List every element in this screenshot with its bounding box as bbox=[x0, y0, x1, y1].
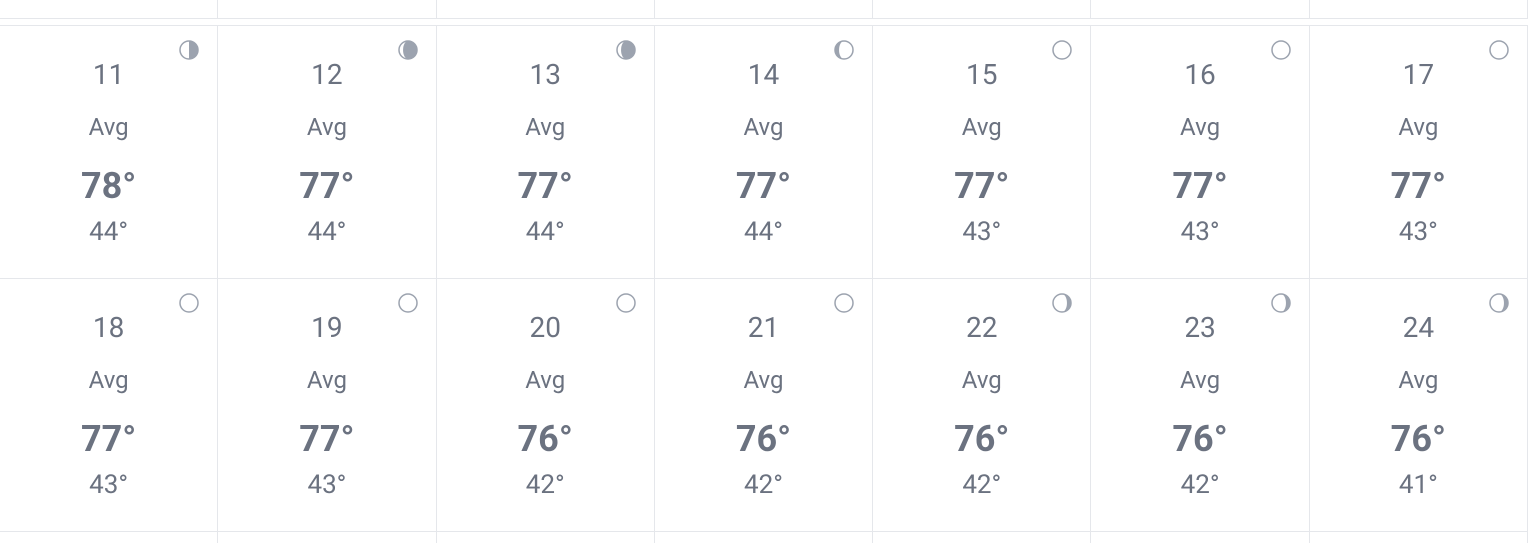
day-cell[interactable]: 16 Avg 77° 43° bbox=[1090, 25, 1309, 279]
day-cell[interactable]: 22 Avg 76° 42° bbox=[872, 278, 1091, 532]
partial-cell-top bbox=[872, 0, 1091, 19]
partial-cell-top bbox=[217, 0, 436, 19]
day-number: 15 bbox=[966, 58, 997, 91]
partial-cell-bottom bbox=[436, 531, 655, 543]
partial-cell-top bbox=[1090, 0, 1309, 19]
avg-label: Avg bbox=[89, 113, 129, 141]
low-temp: 43° bbox=[89, 470, 128, 500]
day-number: 19 bbox=[311, 311, 342, 344]
low-temp: 42° bbox=[744, 470, 783, 500]
high-temp: 77° bbox=[299, 418, 354, 460]
day-number: 11 bbox=[93, 58, 124, 91]
day-cell[interactable]: 17 Avg 77° 43° bbox=[1309, 25, 1528, 279]
high-temp: 77° bbox=[81, 418, 136, 460]
calendar-grid: 11 Avg 78° 44° 12 Avg 77° 44° 13 Avg 77°… bbox=[0, 0, 1528, 550]
low-temp: 42° bbox=[526, 470, 565, 500]
low-temp: 42° bbox=[962, 470, 1001, 500]
avg-label: Avg bbox=[1180, 366, 1220, 394]
avg-label: Avg bbox=[307, 366, 347, 394]
high-temp: 77° bbox=[736, 165, 791, 207]
moon-phase-icon bbox=[1271, 293, 1291, 313]
avg-label: Avg bbox=[1180, 113, 1220, 141]
day-cell[interactable]: 24 Avg 76° 41° bbox=[1309, 278, 1528, 532]
low-temp: 44° bbox=[526, 217, 565, 247]
high-temp: 76° bbox=[954, 418, 1009, 460]
partial-cell-bottom bbox=[0, 531, 218, 543]
day-number: 18 bbox=[93, 311, 124, 344]
low-temp: 41° bbox=[1399, 470, 1438, 500]
partial-cell-bottom bbox=[1309, 531, 1528, 543]
moon-phase-icon bbox=[398, 40, 418, 60]
day-cell[interactable]: 12 Avg 77° 44° bbox=[217, 25, 436, 279]
high-temp: 76° bbox=[1391, 418, 1446, 460]
moon-phase-icon bbox=[1489, 40, 1509, 60]
partial-cell-bottom bbox=[217, 531, 436, 543]
high-temp: 76° bbox=[1172, 418, 1227, 460]
moon-phase-icon bbox=[616, 293, 636, 313]
high-temp: 76° bbox=[736, 418, 791, 460]
day-number: 13 bbox=[529, 58, 560, 91]
day-cell[interactable]: 11 Avg 78° 44° bbox=[0, 25, 218, 279]
moon-phase-icon bbox=[1271, 40, 1291, 60]
day-cell[interactable]: 14 Avg 77° 44° bbox=[654, 25, 873, 279]
low-temp: 42° bbox=[1181, 470, 1220, 500]
high-temp: 77° bbox=[954, 165, 1009, 207]
low-temp: 43° bbox=[1181, 217, 1220, 247]
moon-phase-icon bbox=[179, 293, 199, 313]
partial-cell-bottom bbox=[1090, 531, 1309, 543]
avg-label: Avg bbox=[525, 113, 565, 141]
partial-cell-top bbox=[436, 0, 655, 19]
day-cell[interactable]: 23 Avg 76° 42° bbox=[1090, 278, 1309, 532]
moon-phase-icon bbox=[1489, 293, 1509, 313]
partial-cell-top bbox=[0, 0, 218, 19]
avg-label: Avg bbox=[307, 113, 347, 141]
high-temp: 77° bbox=[299, 165, 354, 207]
avg-label: Avg bbox=[525, 366, 565, 394]
high-temp: 77° bbox=[1172, 165, 1227, 207]
avg-label: Avg bbox=[1398, 366, 1438, 394]
partial-cell-bottom bbox=[654, 531, 873, 543]
day-number: 22 bbox=[966, 311, 997, 344]
high-temp: 77° bbox=[518, 165, 573, 207]
day-number: 20 bbox=[529, 311, 560, 344]
day-cell[interactable]: 18 Avg 77° 43° bbox=[0, 278, 218, 532]
partial-cell-top bbox=[1309, 0, 1528, 19]
moon-phase-icon bbox=[398, 293, 418, 313]
moon-phase-icon bbox=[616, 40, 636, 60]
avg-label: Avg bbox=[1398, 113, 1438, 141]
low-temp: 43° bbox=[1399, 217, 1438, 247]
day-number: 17 bbox=[1403, 58, 1434, 91]
day-cell[interactable]: 15 Avg 77° 43° bbox=[872, 25, 1091, 279]
moon-phase-icon bbox=[179, 40, 199, 60]
partial-cell-bottom bbox=[872, 531, 1091, 543]
high-temp: 78° bbox=[81, 165, 136, 207]
day-number: 23 bbox=[1184, 311, 1215, 344]
day-number: 14 bbox=[748, 58, 779, 91]
day-number: 16 bbox=[1184, 58, 1215, 91]
day-number: 21 bbox=[748, 311, 779, 344]
day-number: 12 bbox=[311, 58, 342, 91]
day-number: 24 bbox=[1403, 311, 1434, 344]
moon-phase-icon bbox=[834, 40, 854, 60]
high-temp: 76° bbox=[518, 418, 573, 460]
day-cell[interactable]: 20 Avg 76° 42° bbox=[436, 278, 655, 532]
high-temp: 77° bbox=[1391, 165, 1446, 207]
avg-label: Avg bbox=[962, 366, 1002, 394]
low-temp: 44° bbox=[307, 217, 346, 247]
avg-label: Avg bbox=[743, 366, 783, 394]
low-temp: 44° bbox=[89, 217, 128, 247]
moon-phase-icon bbox=[1052, 293, 1072, 313]
day-cell[interactable]: 19 Avg 77° 43° bbox=[217, 278, 436, 532]
moon-phase-icon bbox=[1052, 40, 1072, 60]
avg-label: Avg bbox=[962, 113, 1002, 141]
day-cell[interactable]: 13 Avg 77° 44° bbox=[436, 25, 655, 279]
avg-label: Avg bbox=[743, 113, 783, 141]
low-temp: 43° bbox=[307, 470, 346, 500]
low-temp: 43° bbox=[962, 217, 1001, 247]
day-cell[interactable]: 21 Avg 76° 42° bbox=[654, 278, 873, 532]
moon-phase-icon bbox=[834, 293, 854, 313]
partial-cell-top bbox=[654, 0, 873, 19]
low-temp: 44° bbox=[744, 217, 783, 247]
avg-label: Avg bbox=[89, 366, 129, 394]
